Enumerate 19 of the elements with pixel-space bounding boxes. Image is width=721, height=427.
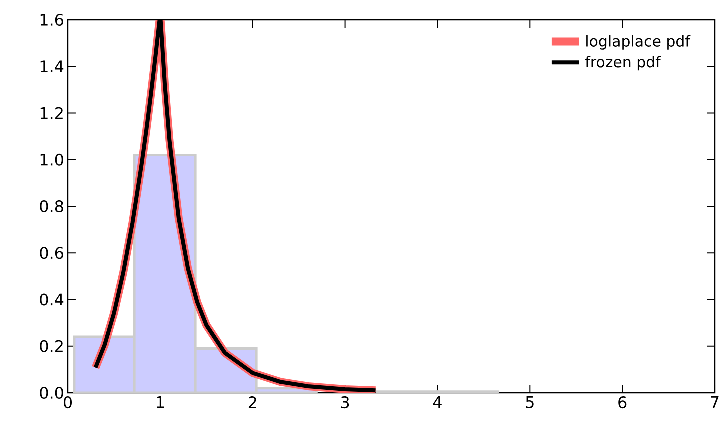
- x-tick-label: 6: [618, 396, 627, 409]
- legend-label: loglaplace pdf: [586, 35, 691, 50]
- x-tick-label: 1: [157, 396, 164, 408]
- y-tick-label: 1.6: [40, 14, 64, 26]
- x-tick-label: 3: [341, 396, 350, 409]
- y-tick-label: 1.4: [40, 60, 64, 72]
- x-tick-label: 2: [248, 396, 256, 408]
- y-tick-label: 0.2: [40, 340, 63, 352]
- y-tick-label: 0.6: [40, 247, 64, 260]
- y-tick-label: 0.0: [40, 386, 64, 400]
- x-tick-label: 5: [526, 396, 534, 408]
- x-tick-label: 4: [433, 396, 442, 408]
- y-tick-label: 0.4: [40, 294, 64, 306]
- y-tick-label: 0.8: [40, 200, 64, 213]
- y-tick-label: 1.2: [40, 107, 63, 120]
- y-tick-label: 1.0: [40, 154, 64, 166]
- legend-label: frozen pdf: [585, 56, 662, 71]
- x-tick-label: 0: [64, 396, 72, 409]
- x-tick-label: 7: [711, 396, 719, 408]
